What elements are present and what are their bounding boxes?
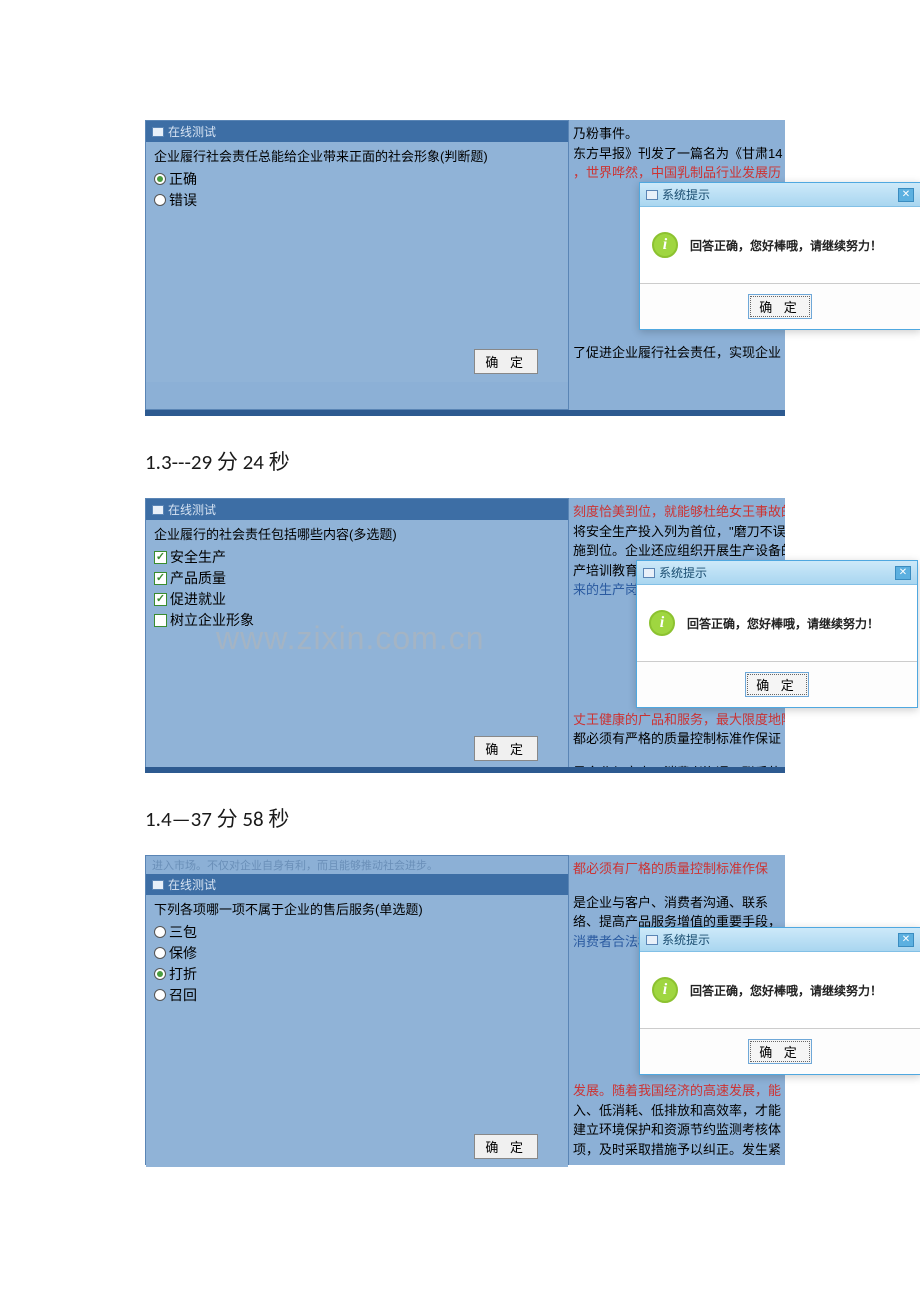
popup-body: i 回答正确，您好棒哦，请继续努力！ (640, 207, 920, 283)
quiz-panel-header: 在线测试 (146, 499, 568, 520)
option-label: 错误 (169, 190, 197, 210)
option-row[interactable]: 错误 (154, 190, 560, 210)
popup-title: 系统提示 (662, 931, 710, 948)
checkbox-checked[interactable] (154, 551, 167, 564)
quiz-body: 下列各项哪一项不属于企业的售后服务(单选题) 三包 保修 打折 召回 确 (146, 895, 568, 1167)
popup-title: 系统提示 (662, 186, 710, 203)
popup-header: 系统提示 ✕ (640, 928, 920, 952)
confirm-button[interactable]: 确 定 (474, 349, 538, 374)
panel-icon (152, 880, 164, 890)
pretext: 进入市场。不仅对企业自身有利，而且能够推动社会进步。 (146, 856, 568, 874)
confirm-button[interactable]: 确 定 (474, 736, 538, 761)
bottom-edge (145, 767, 785, 773)
option-label: 树立企业形象 (170, 610, 254, 630)
popup-icon (646, 190, 658, 200)
panel-icon (152, 127, 164, 137)
option-row[interactable]: 正确 (154, 169, 560, 189)
info-icon: i (652, 232, 678, 258)
system-popup: 系统提示 ✕ i 回答正确，您好棒哦，请继续努力！ 确 定 (639, 927, 920, 1075)
bottom-edge (145, 410, 785, 416)
popup-body: i 回答正确，您好棒哦，请继续努力！ (640, 952, 920, 1028)
close-icon[interactable]: ✕ (895, 566, 911, 580)
quiz-panel: 进入市场。不仅对企业自身有利，而且能够推动社会进步。 在线测试 下列各项哪一项不… (145, 855, 569, 1165)
option-row[interactable]: 三包 (154, 922, 560, 942)
option-label: 打折 (169, 964, 197, 984)
option-row[interactable]: 促进就业 (154, 589, 560, 609)
option-label: 促进就业 (170, 589, 226, 609)
close-icon[interactable]: ✕ (898, 188, 914, 202)
option-label: 安全生产 (170, 547, 226, 567)
radio-selected[interactable] (154, 173, 166, 185)
popup-message: 回答正确，您好棒哦，请继续努力！ (687, 615, 879, 632)
close-icon[interactable]: ✕ (898, 933, 914, 947)
popup-ok-button[interactable]: 确 定 (748, 1039, 812, 1064)
option-label: 保修 (169, 943, 197, 963)
quiz-panel-header: 在线测试 (146, 874, 568, 895)
quiz-panel-header: 在线测试 (146, 121, 568, 142)
popup-footer: 确 定 (637, 661, 917, 707)
system-popup: 系统提示 ✕ i 回答正确，您好棒哦，请继续努力！ 确 定 (639, 182, 920, 330)
section-heading: 1.4—37 分 58 秒 (145, 803, 775, 833)
option-row[interactable]: 产品质量 (154, 568, 560, 588)
quiz-screenshot-2: 在线测试 企业履行的社会责任包括哪些内容(多选题) 安全生产 产品质量 促进就业 (145, 498, 785, 773)
quiz-panel: 在线测试 企业履行的社会责任包括哪些内容(多选题) 安全生产 产品质量 促进就业 (145, 498, 569, 767)
section-heading: 1.3---29 分 24 秒 (145, 446, 775, 476)
popup-icon (646, 935, 658, 945)
quiz-panel: 在线测试 企业履行社会责任总能给企业带来正面的社会形象(判断题) 正确 错误 确… (145, 120, 569, 410)
question-text: 下列各项哪一项不属于企业的售后服务(单选题) (154, 899, 560, 918)
radio[interactable] (154, 926, 166, 938)
popup-title: 系统提示 (659, 564, 707, 581)
info-icon: i (649, 610, 675, 636)
option-label: 三包 (169, 922, 197, 942)
popup-footer: 确 定 (640, 1028, 920, 1074)
radio-selected[interactable] (154, 968, 166, 980)
option-label: 产品质量 (170, 568, 226, 588)
radio[interactable] (154, 194, 166, 206)
panel-title: 在线测试 (168, 501, 216, 518)
quiz-screenshot-1: 在线测试 企业履行社会责任总能给企业带来正面的社会形象(判断题) 正确 错误 确… (145, 120, 785, 416)
option-row[interactable]: 树立企业形象 (154, 610, 560, 630)
info-icon: i (652, 977, 678, 1003)
confirm-button[interactable]: 确 定 (474, 1134, 538, 1159)
panel-title: 在线测试 (168, 123, 216, 140)
page-container: 在线测试 企业履行社会责任总能给企业带来正面的社会形象(判断题) 正确 错误 确… (0, 0, 920, 1235)
popup-ok-button[interactable]: 确 定 (745, 672, 809, 697)
option-row[interactable]: 召回 (154, 985, 560, 1005)
quiz-screenshot-3: 进入市场。不仅对企业自身有利，而且能够推动社会进步。 在线测试 下列各项哪一项不… (145, 855, 785, 1165)
popup-message: 回答正确，您好棒哦，请继续努力！ (690, 237, 882, 254)
panel-title: 在线测试 (168, 876, 216, 893)
checkbox[interactable] (154, 614, 167, 627)
panel-icon (152, 505, 164, 515)
checkbox-checked[interactable] (154, 572, 167, 585)
quiz-body: 企业履行的社会责任包括哪些内容(多选题) 安全生产 产品质量 促进就业 树立企业… (146, 520, 568, 769)
popup-footer: 确 定 (640, 283, 920, 329)
option-label: 正确 (169, 169, 197, 189)
checkbox-checked[interactable] (154, 593, 167, 606)
radio[interactable] (154, 989, 166, 1001)
popup-message: 回答正确，您好棒哦，请继续努力！ (690, 982, 882, 999)
popup-header: 系统提示 ✕ (640, 183, 920, 207)
radio[interactable] (154, 947, 166, 959)
system-popup: 系统提示 ✕ i 回答正确，您好棒哦，请继续努力！ 确 定 (636, 560, 918, 708)
question-text: 企业履行社会责任总能给企业带来正面的社会形象(判断题) (154, 146, 560, 165)
option-row[interactable]: 安全生产 (154, 547, 560, 567)
popup-ok-button[interactable]: 确 定 (748, 294, 812, 319)
quiz-body: 企业履行社会责任总能给企业带来正面的社会形象(判断题) 正确 错误 确 定 (146, 142, 568, 382)
question-text: 企业履行的社会责任包括哪些内容(多选题) (154, 524, 560, 543)
popup-icon (643, 568, 655, 578)
popup-header: 系统提示 ✕ (637, 561, 917, 585)
option-row[interactable]: 保修 (154, 943, 560, 963)
option-row[interactable]: 打折 (154, 964, 560, 984)
popup-body: i 回答正确，您好棒哦，请继续努力！ (637, 585, 917, 661)
option-label: 召回 (169, 985, 197, 1005)
